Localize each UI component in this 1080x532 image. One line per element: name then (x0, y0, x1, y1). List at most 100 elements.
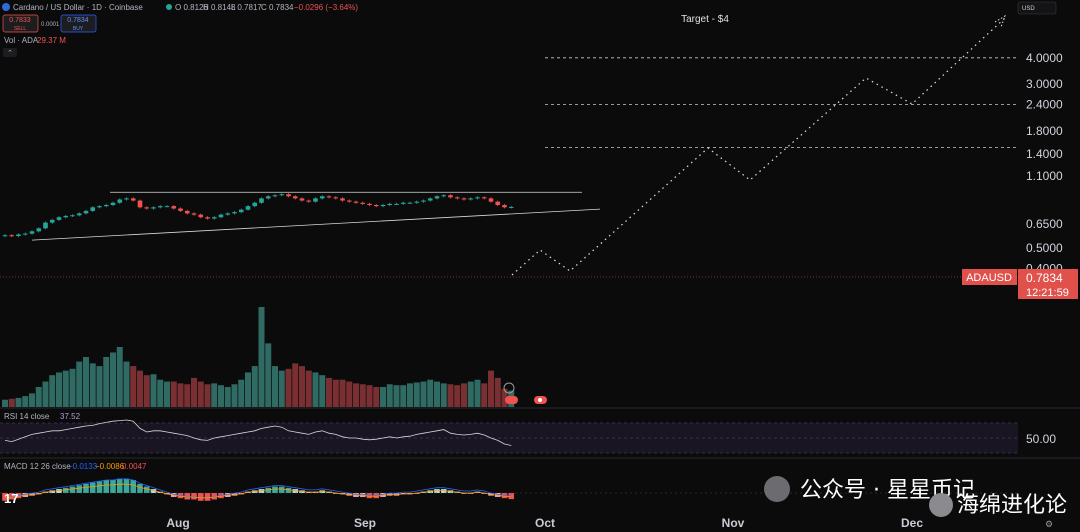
rsi-level-label: 50.00 (1026, 432, 1056, 446)
chevron-up-icon: ⌃ (7, 49, 13, 57)
candle-body (367, 203, 372, 206)
volume-bar (204, 384, 211, 407)
volume-bar (49, 375, 56, 407)
candle-body (414, 201, 420, 203)
macd-bar (2, 493, 8, 501)
macd-value-3: 0.0047 (122, 462, 147, 471)
candle-body (232, 212, 237, 214)
y-tick-label: 2.4000 (1026, 98, 1063, 112)
volume-bar (197, 381, 204, 407)
macd-bar (440, 489, 447, 493)
symbol-tag (962, 269, 1017, 285)
x-tick-label: Sep (354, 516, 376, 530)
lower-trendline (31, 208, 601, 241)
candle-body (225, 213, 231, 215)
macd-bar (130, 480, 137, 493)
volume-bar (150, 374, 157, 407)
y-tick-label: 1.4000 (1026, 147, 1063, 161)
candle-body (238, 209, 244, 213)
volume-bar (265, 343, 272, 407)
volume-bar (285, 368, 292, 407)
candle-body (340, 198, 345, 201)
volume-bar (359, 384, 366, 407)
dividend-icon[interactable] (505, 396, 518, 404)
macd-bar (292, 489, 299, 493)
candle-body (326, 196, 332, 198)
event-clock-icon[interactable] (503, 382, 515, 394)
candle-body (421, 200, 426, 202)
volume-bar (137, 370, 143, 407)
macd-bar (89, 482, 96, 493)
candle-body (171, 206, 177, 209)
macd-bar (380, 493, 386, 497)
candle-body (427, 198, 433, 201)
x-tick-label: Oct (535, 516, 555, 530)
macd-value-1: −0.0133 (68, 462, 98, 471)
candles (2, 193, 514, 238)
volume-bar (494, 377, 501, 407)
last-price-tag (1018, 269, 1078, 299)
volume-bar (420, 381, 427, 407)
candle-body (279, 194, 285, 196)
volume-bar (312, 372, 319, 407)
sell-button[interactable] (2, 14, 39, 33)
triangle-trendlines (31, 191, 601, 241)
sell-price: 0.7833 (9, 17, 31, 24)
candle-body (495, 201, 501, 206)
candle-body (407, 202, 413, 204)
volume-bar (231, 384, 238, 407)
volume-bar (407, 383, 413, 407)
macd-bar (224, 493, 231, 497)
macd-bar (22, 493, 29, 497)
volume-bar (89, 363, 96, 407)
market-open-icon (166, 4, 172, 10)
candle-body (36, 228, 42, 232)
macd-signal-line (4, 483, 512, 499)
macd-bar (285, 487, 292, 493)
symbol-title: Cardano / US Dollar · 1D · Coinbase (13, 3, 143, 12)
rsi-label: RSI 14 close (4, 412, 50, 421)
volume-bar (191, 377, 197, 407)
volume-bar (461, 383, 467, 407)
volume-bar (96, 366, 103, 407)
ohlc-open: O 0.8126 (175, 3, 208, 12)
y-tick-label: 1.1000 (1026, 169, 1063, 183)
volume-bar (251, 366, 258, 407)
volume-bar (292, 363, 299, 407)
buy-button[interactable] (60, 14, 97, 33)
macd-bar (137, 483, 143, 493)
volume-bar (157, 379, 164, 407)
volume-bar (380, 387, 386, 407)
candle-body (29, 231, 35, 234)
candle-body (333, 197, 339, 199)
candle-body (184, 210, 190, 214)
volume-bars (2, 307, 515, 407)
macd-bar (123, 478, 130, 493)
collapse-button[interactable] (3, 48, 17, 57)
projection-arrow (994, 14, 1006, 28)
price-levels (545, 57, 1018, 148)
volume-bar (481, 383, 488, 407)
volume-bar (164, 381, 170, 407)
settings-gear-icon[interactable]: ⚙ (1045, 519, 1053, 529)
candle-body (198, 214, 204, 218)
macd-bar (96, 481, 103, 493)
watermark-brand: 海绵进化论 (957, 493, 1067, 518)
candle-body (265, 196, 271, 199)
candle-body (387, 203, 393, 206)
volume-bar (366, 385, 373, 407)
x-tick-label: Aug (166, 516, 189, 530)
candle-body (306, 200, 312, 202)
volume-bar (434, 381, 440, 407)
macd-bar (278, 486, 285, 493)
currency-selector[interactable] (1017, 1, 1057, 15)
candle-body (157, 206, 163, 208)
ohlc-change: −0.0296 (−3.64%) (294, 3, 358, 12)
macd-bar (83, 483, 89, 493)
cardano-logo-icon (2, 3, 10, 11)
volume-label: Vol · ADA (4, 36, 39, 45)
volume-bar (143, 375, 150, 407)
candle-body (272, 195, 278, 197)
y-tick-label: 0.5000 (1026, 241, 1063, 255)
